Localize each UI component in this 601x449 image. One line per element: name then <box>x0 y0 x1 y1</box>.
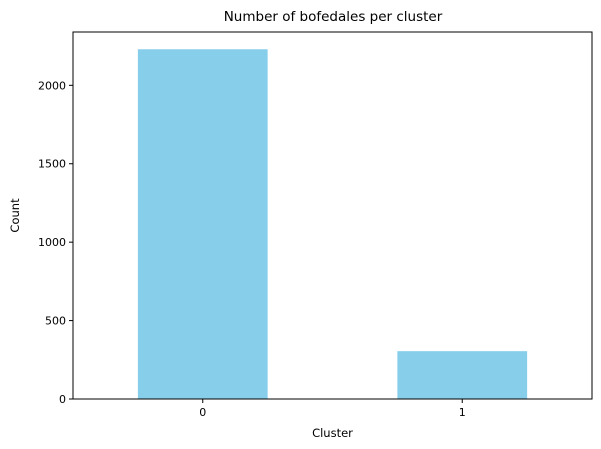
bar-cluster-0 <box>137 49 268 399</box>
chart-title: Number of bofedales per cluster <box>224 9 443 25</box>
bar-cluster-1 <box>397 351 528 399</box>
x-tick-label: 0 <box>199 406 206 419</box>
y-tick-label: 1000 <box>38 236 66 249</box>
plot-frame <box>72 31 593 400</box>
x-tick-label: 1 <box>459 406 466 419</box>
y-axis-label: Count <box>8 198 22 233</box>
y-tick-label: 500 <box>45 315 66 328</box>
bars-layer <box>137 49 528 399</box>
y-tick-label: 1500 <box>38 158 66 171</box>
y-tick-label: 0 <box>59 393 66 406</box>
x-axis-label: Cluster <box>312 426 353 440</box>
y-axis: 0 500 1000 1500 2000 <box>38 79 73 406</box>
y-tick-label: 2000 <box>38 79 66 92</box>
